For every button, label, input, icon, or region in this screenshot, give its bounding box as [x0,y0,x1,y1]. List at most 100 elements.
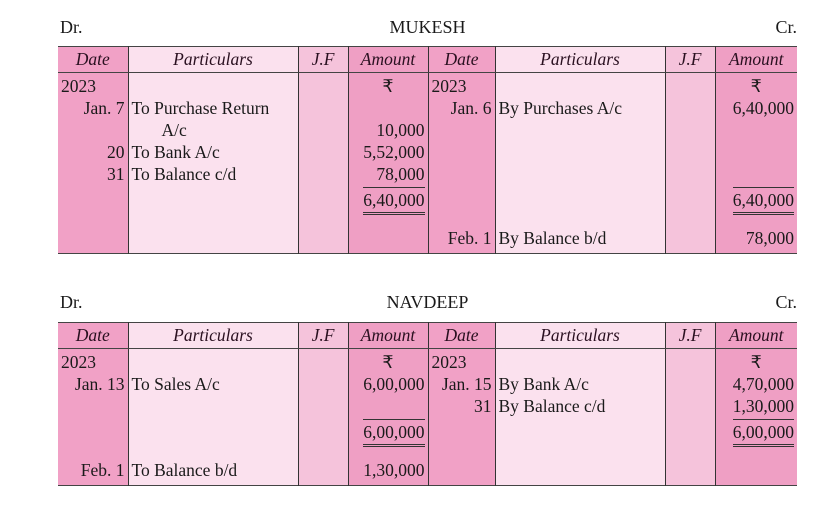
cr-particulars-cell [494,417,665,447]
dr-header-particulars: Particulars [127,46,298,73]
ledger-row: 20 To Bank A/c 5,52,000 [58,141,797,163]
cr-date-cell: 2023 [427,72,495,97]
ledger-title-row: Dr. NAVDEEP Cr. [58,292,797,314]
dr-particulars-cell [127,72,298,97]
cr-date-cell: 31 [427,395,495,417]
dr-date-text: Feb. 1 [80,460,125,480]
dr-particulars-text: To Sales A/c [131,374,220,394]
dr-date-text: Jan. 7 [83,98,125,118]
ledger-row: 2023 ₹2023 ₹ [58,348,797,373]
cr-particulars-cell [494,119,665,141]
cr-date-text: Feb. 1 [447,228,492,248]
cr-jf-cell [664,417,715,447]
dr-amount-cell: ₹ [347,348,428,373]
dr-particulars-cell: To Balance b/d [127,447,298,486]
dr-date-cell: Jan. 13 [58,373,128,395]
cr-date-cell [427,119,495,141]
dr-amount-cell [347,97,428,119]
cr-particulars-cell: By Balance c/d [494,395,665,417]
dr-amount-cell: 6,40,000 [347,185,428,215]
cr-header-date: Date [427,322,495,349]
cr-amount-text: 78,000 [745,228,794,248]
dr-amount-cell: 5,52,000 [347,141,428,163]
dr-date-cell [58,119,128,141]
cr-date-cell [427,141,495,163]
dr-jf-cell [297,348,348,373]
dr-particulars-cell: To Balance c/d [127,163,298,185]
dr-date-cell: Feb. 1 [58,447,128,486]
dr-amount-text: ₹ [382,352,394,372]
dr-amount-cell: 1,30,000 [347,447,428,486]
dr-amount-text: 78,000 [376,164,425,184]
cr-header-date: Date [427,46,495,73]
cr-particulars-cell [494,348,665,373]
dr-particulars-text: To Balance c/d [131,164,237,184]
cr-amount-cell: 4,70,000 [714,373,797,395]
cr-date-cell: 2023 [427,348,495,373]
dr-particulars-text: A/c [161,120,187,140]
dr-amount-cell: 78,000 [347,163,428,185]
ledger-title-row: Dr. MUKESH Cr. [58,17,797,39]
cr-date-cell [427,185,495,215]
cr-amount-cell: 6,40,000 [714,97,797,119]
dr-jf-cell [297,163,348,185]
cr-amount-cell: 6,40,000 [714,185,797,215]
cr-amount-cell [714,447,797,486]
credit-label: Cr. [775,17,797,37]
cr-amount-cell [714,141,797,163]
dr-particulars-cell [127,348,298,373]
dr-header-amount: Amount [347,46,428,73]
dr-date-cell: 2023 [58,348,128,373]
cr-particulars-text: By Bank A/c [498,374,589,394]
dr-amount-text: 1,30,000 [363,460,425,480]
debit-label: Dr. [60,292,83,312]
cr-particulars-cell: By Purchases A/c [494,97,665,119]
cr-date-cell [427,163,495,185]
account-name: NAVDEEP [386,292,469,312]
cr-date-cell [427,447,495,486]
cr-date-cell: Jan. 15 [427,373,495,395]
dr-particulars-cell [127,185,298,215]
cr-particulars-cell [494,163,665,185]
dr-particulars-cell [127,417,298,447]
total-amount: 6,00,000 [363,419,425,447]
cr-header-jf: J.F [664,322,715,349]
total-amount: 6,00,000 [732,419,794,447]
cr-jf-cell [664,97,715,119]
total-amount: 6,40,000 [363,187,425,215]
cr-header-particulars: Particulars [494,46,665,73]
cr-jf-cell [664,163,715,185]
cr-amount-cell: ₹ [714,72,797,97]
cr-amount-text: 6,40,000 [732,98,794,118]
dr-date-text: 2023 [61,352,96,372]
cr-date-text: Jan. 15 [441,374,492,394]
dr-date-text: 31 [107,164,125,184]
account-name: MUKESH [389,17,466,37]
cr-amount-text: ₹ [750,352,762,372]
ledger-row: A/c 10,000 [58,119,797,141]
ledger-row: 6,40,000 6,40,000 [58,185,797,215]
dr-header-date: Date [58,46,128,73]
cr-particulars-cell [494,447,665,486]
total-amount: 6,40,000 [732,187,794,215]
cr-jf-cell [664,215,715,254]
ledger-row: 31 By Balance c/d 1,30,000 [58,395,797,417]
ledger-table-navdeep: Date Particulars J.F Amount Date Particulars J… [58,322,797,486]
cr-particulars-cell: By Balance b/d [494,215,665,254]
cr-date-cell: Feb. 1 [427,215,495,254]
dr-jf-cell [297,395,348,417]
dr-date-cell: 2023 [58,72,128,97]
dr-date-cell [58,417,128,447]
cr-amount-cell: 6,00,000 [714,417,797,447]
ledger-row: 31 To Balance c/d 78,000 [58,163,797,185]
cr-amount-cell [714,163,797,185]
dr-date-text: Jan. 13 [74,374,125,394]
cr-amount-cell: 1,30,000 [714,395,797,417]
cr-date-cell [427,417,495,447]
cr-particulars-text: By Purchases A/c [498,98,622,118]
cr-particulars-text [499,120,529,140]
cr-jf-cell [664,141,715,163]
cr-particulars-text: By Balance b/d [498,228,607,248]
dr-date-text: 20 [107,142,125,162]
dr-particulars-cell: A/c [127,119,298,141]
